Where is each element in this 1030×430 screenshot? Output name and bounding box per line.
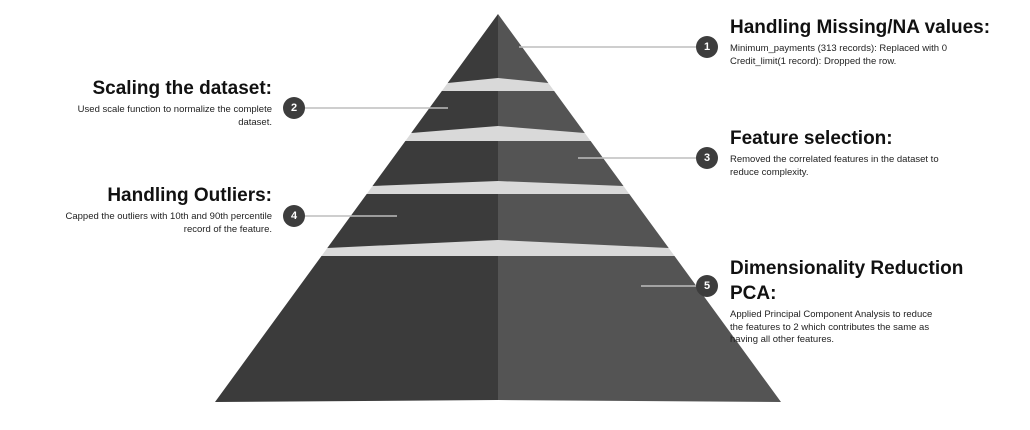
step-3-description: Removed the correlated features in the d… [730, 154, 1020, 179]
step-4-number-badge: 4 [283, 205, 305, 227]
pyramid-level-2 [411, 91, 585, 133]
step-2-title: Scaling the dataset: [92, 78, 273, 99]
step-2-description: Used scale function to normalize the com… [20, 104, 272, 129]
step-3-number-badge: 3 [696, 147, 718, 169]
pyramid-level-1-left-face [447, 14, 498, 83]
step-5-title-line-2: PCA: [730, 283, 777, 304]
step-2-number-badge: 2 [283, 97, 305, 119]
step-4-title: Handling Outliers: [107, 185, 272, 206]
step-2-block: Scaling the dataset: Used scale function… [20, 76, 272, 129]
step-1-block: Handling Missing/NA values: Minimum_paym… [730, 15, 1020, 68]
step-2-line-2: dataset. [238, 116, 272, 128]
step-3-line-1: Removed the correlated features in the d… [730, 154, 939, 165]
pyramid-level-4-left-face [327, 194, 498, 248]
step-3-block: Feature selection: Removed the correlate… [730, 126, 1020, 179]
step-4-description: Capped the outliers with 10th and 90th p… [20, 211, 273, 236]
pyramid-level-3-right-face [498, 141, 624, 186]
step-4-line-1: Capped the outliers with 10th and 90th p… [65, 211, 273, 222]
pyramid-level-3-left-face [372, 141, 498, 186]
step-1-title: Handling Missing/NA values: [730, 17, 991, 38]
step-1-number-badge: 1 [696, 36, 718, 58]
step-1-line-1: Minimum_payments (313 records): Replaced… [730, 43, 948, 54]
step-4-line-2: record of the feature. [183, 223, 272, 235]
pyramid-level-2-right-face [498, 91, 585, 133]
step-1-line-2: Credit_limit(1 record): Dropped the row. [730, 55, 897, 67]
step-5-description: Applied Principal Component Analysis to … [730, 309, 1020, 347]
pyramid-level-2-left-face [411, 91, 498, 133]
pyramid-level-1 [447, 14, 549, 83]
step-3-line-2: reduce complexity. [730, 166, 809, 178]
pyramid-level-4-right-face [498, 194, 669, 248]
step-2-line-1: Used scale function to normalize the com… [77, 104, 272, 115]
pyramid-level-5-right-face [498, 256, 781, 402]
pyramid-level-5-left-face [215, 256, 498, 402]
step-5-line-1: Applied Principal Component Analysis to … [730, 309, 933, 320]
step-4-block: Handling Outliers: Capped the outliers w… [20, 183, 273, 236]
step-1-description: Minimum_payments (313 records): Replaced… [730, 43, 1020, 68]
pyramid-level-5 [215, 256, 781, 402]
step-5-line-3: having all other features. [730, 334, 835, 345]
pyramid-level-1-right-face [498, 14, 549, 83]
step-5-number-badge: 5 [696, 275, 718, 297]
step-5-block: Dimensionality Reduction PCA: Applied Pr… [730, 256, 1020, 347]
step-5-title: Dimensionality Reduction [730, 258, 964, 279]
pyramid-level-4 [327, 194, 669, 248]
step-3-title: Feature selection: [730, 128, 893, 149]
pyramid-level-3 [372, 141, 624, 186]
step-5-line-2: the features to 2 which contributes the … [730, 321, 930, 333]
